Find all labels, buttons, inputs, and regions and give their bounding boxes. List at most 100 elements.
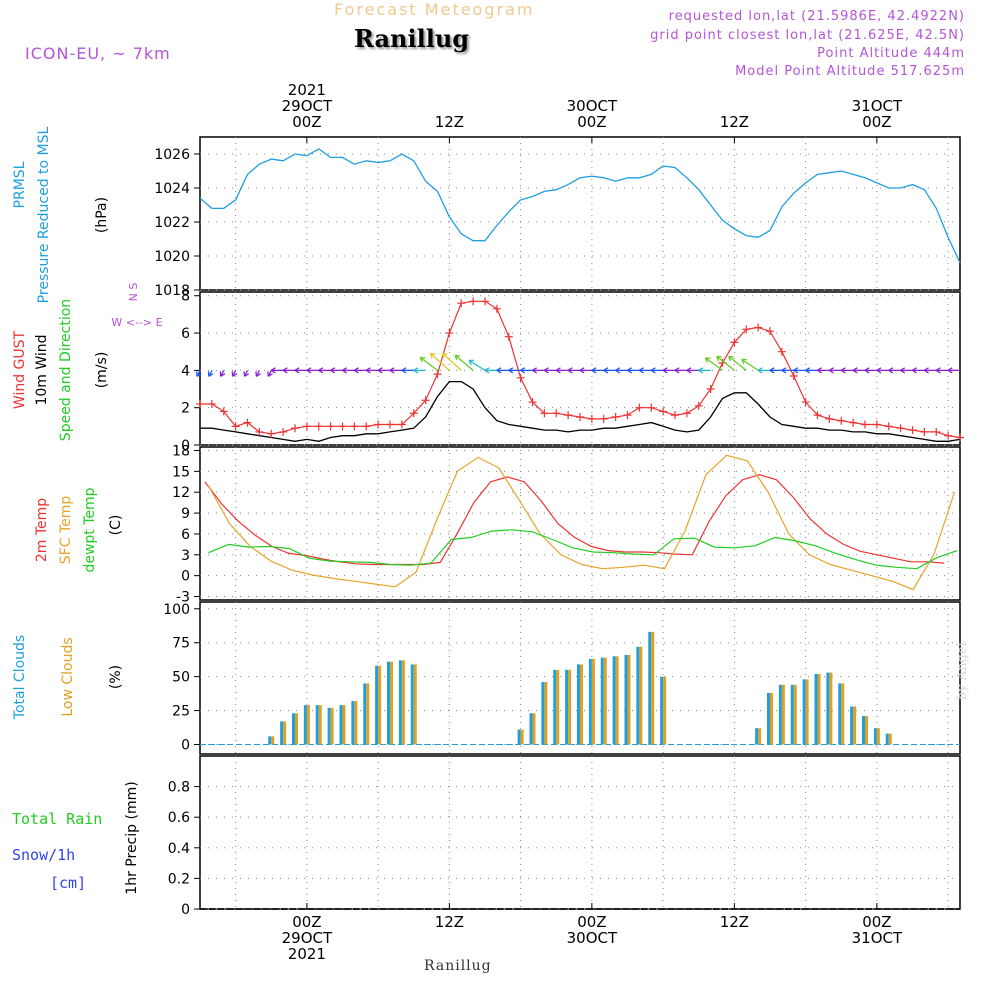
gust-marker (397, 420, 406, 429)
top-time-label: 31OCT (852, 97, 903, 115)
wind-barb-head (441, 352, 448, 359)
low-cloud-bar (568, 669, 572, 745)
gust-marker (932, 427, 941, 436)
wind-barb (817, 367, 830, 374)
total-cloud-bar (315, 705, 319, 745)
wind-barb (520, 367, 533, 374)
dewpt-line (208, 529, 958, 570)
total-cloud-bar (660, 676, 664, 745)
wind-barb-shaft (728, 355, 747, 371)
gust-marker (837, 416, 846, 425)
wind-barb (330, 367, 343, 374)
wind-barb (728, 355, 747, 371)
low-cloud-bar (306, 705, 310, 745)
pressure-ytick-label: 1018 (154, 283, 190, 299)
gust-marker (374, 420, 383, 429)
low-cloud-bar (580, 664, 583, 745)
wind-barb-head (888, 367, 894, 374)
wind-barb-head (543, 367, 549, 374)
pressure-ytick-label: 1020 (154, 249, 190, 265)
footer-location: Ranillug (424, 958, 492, 974)
wind-barb-head (662, 367, 668, 374)
total-cloud-bar (600, 657, 604, 745)
gust-marker (872, 420, 881, 429)
total-cloud-bar (292, 713, 295, 745)
gust-marker (314, 422, 323, 431)
wind-barb (567, 367, 580, 374)
wind-barb (650, 367, 664, 374)
precip-ytick-label: 0.2 (168, 871, 190, 887)
wind-barb (389, 367, 402, 374)
wind-barb-head (876, 367, 882, 374)
wind-barb (698, 367, 711, 374)
gust-marker (587, 414, 596, 423)
wind-barb (543, 367, 557, 374)
wind-barb-head (330, 367, 336, 374)
temp2m-label: 2m Temp (34, 498, 50, 562)
wind-barb-head (828, 367, 834, 374)
wind-barb-head (306, 367, 312, 374)
wind-ytick-label: 8 (181, 289, 190, 305)
bottom-time-label: 12Z (435, 913, 464, 931)
gust-marker (742, 325, 751, 334)
wind-barb (704, 357, 723, 371)
gust-marker (469, 297, 478, 306)
gust-marker (528, 398, 537, 407)
low-cloud-bar (366, 683, 370, 745)
low-cloud-bar (556, 669, 560, 745)
gust-marker (944, 431, 953, 440)
wind-barb (828, 367, 842, 374)
wind-barb-head (698, 367, 704, 374)
total-clouds-label: Total Clouds (12, 635, 28, 720)
wind-barb-shaft (419, 356, 438, 371)
pressure-panel-frame (199, 136, 961, 291)
wind-barb (793, 367, 806, 374)
gust-marker (433, 370, 442, 379)
wind-barb (591, 367, 604, 374)
low-cloud-bar (651, 631, 655, 745)
gust-marker (920, 427, 929, 436)
wind-barb (342, 367, 355, 374)
low-cloud-bar (805, 679, 809, 745)
wind-barb-head (840, 367, 846, 374)
low-cloud-bar (793, 684, 797, 745)
temperature-ytick-label: 18 (172, 443, 190, 459)
gust-marker (576, 413, 584, 422)
wind-barb-head (650, 367, 656, 374)
wind-barb-shaft (716, 355, 735, 371)
wind-panel-frame (199, 291, 961, 446)
wind-barb-head (864, 367, 870, 374)
temperature-panel-frame (199, 446, 961, 601)
wind-barb (627, 367, 640, 374)
pressure-ytick-label: 1026 (154, 147, 190, 163)
wind-barb (900, 367, 913, 374)
wind-barb (603, 367, 616, 374)
total-cloud-bar (588, 659, 592, 745)
wind-barb (716, 355, 735, 371)
wind-barb-head (429, 352, 436, 359)
wind-barb-head (401, 367, 407, 374)
wind-barb-head (195, 371, 202, 377)
wind-barb-head (294, 367, 300, 374)
total-cloud-bar (767, 692, 770, 745)
wind-compass-ns: N S (127, 283, 140, 302)
gust-marker (421, 396, 430, 405)
wind-barb-head (579, 367, 585, 374)
total-cloud-bar (529, 713, 533, 745)
gust-marker (445, 329, 454, 338)
temperature-ytick-label: 9 (181, 506, 190, 522)
wind-barb-shaft (454, 354, 474, 371)
gust-marker (564, 411, 573, 420)
low-cloud-bar (378, 665, 382, 745)
low-cloud-bar (603, 657, 607, 745)
total-cloud-bar (612, 656, 616, 745)
wind-barb (757, 367, 770, 374)
wind-barb (294, 367, 307, 374)
wind-barb (496, 367, 509, 374)
total-cloud-bar (648, 631, 652, 745)
wind-barb (805, 367, 818, 374)
top-time-label: 30OCT (567, 97, 618, 115)
wind-barb-head (231, 371, 238, 377)
low-cloud-bar (413, 664, 417, 745)
